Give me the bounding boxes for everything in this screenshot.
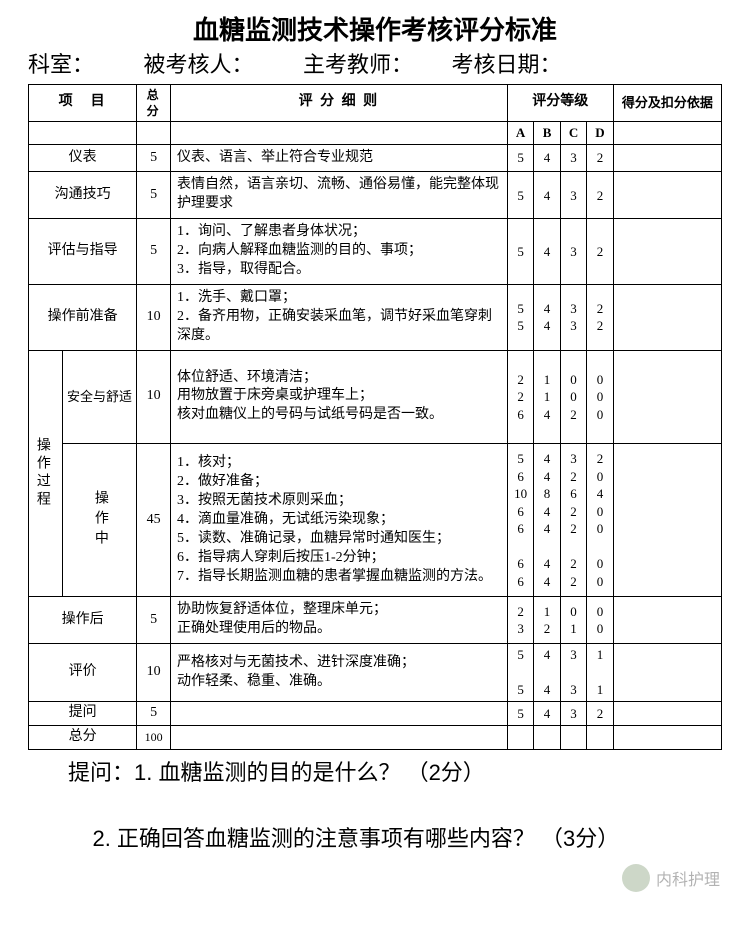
score-table: 项 目 总分 评 分 细 则 评分等级 得分及扣分依据 A B C D 仪表 5… (28, 84, 722, 750)
table-row: 操作后 5 协助恢复舒适体位，整理床单元； 正确处理使用后的物品。 2 3 1 … (29, 597, 722, 644)
hdr-d: D (587, 121, 613, 144)
watermark-icon (622, 864, 650, 892)
hdr-score: 得分及扣分依据 (613, 84, 721, 121)
item-cell: 沟通技巧 (29, 172, 137, 219)
total-cell: 5 (137, 144, 171, 172)
hdr-total: 总分 (137, 84, 171, 121)
table-row: 沟通技巧 5 表情自然，语言亲切、流畅、通俗易懂，能完整体现护理要求 5 4 3… (29, 172, 722, 219)
questions-block: 提问：1. 血糖监测的目的是什么？ （2分） 2. 正确回答血糖监测的注意事项有… (28, 756, 722, 855)
hdr-item: 项 目 (29, 84, 137, 121)
dept-label: 科室： (28, 52, 94, 77)
item-cell: 仪表 (29, 144, 137, 172)
examinee-label: 被考核人： (144, 52, 254, 77)
examiner-label: 主考教师： (303, 52, 413, 77)
table-row: 评价 10 严格核对与无菌技术、进针深度准确； 动作轻柔、稳重、准确。 5 5 … (29, 644, 722, 702)
hdr-b: B (534, 121, 560, 144)
hdr-a: A (507, 121, 533, 144)
score-cell (613, 144, 721, 172)
doc-title: 血糖监测技术操作考核评分标准 (28, 10, 722, 47)
table-row: 评估与指导 5 1．询问、了解患者身体状况； 2．向病人解释血糖监测的目的、事项… (29, 219, 722, 285)
table-row: 操作中 45 1．核对； 2．做好准备； 3．按照无菌技术原则采血； 4．滴血量… (29, 444, 722, 597)
detail-cell: 仪表、语言、举止符合专业规范 (170, 144, 507, 172)
watermark: 内科护理 (622, 864, 720, 892)
hdr-c: C (560, 121, 586, 144)
date-label: 考核日期： (452, 52, 562, 77)
meta-line: 科室： 被考核人： 主考教师： 考核日期： (28, 51, 722, 80)
header-row-2: A B C D (29, 121, 722, 144)
watermark-text: 内科护理 (656, 866, 720, 890)
group-cell: 操作过程 (29, 350, 63, 597)
table-row: 总分 100 (29, 725, 722, 749)
document-page: 血糖监测技术操作考核评分标准 科室： 被考核人： 主考教师： 考核日期： 项 目… (0, 0, 750, 875)
hdr-detail: 评 分 细 则 (170, 84, 507, 121)
table-row: 仪表 5 仪表、语言、举止符合专业规范 5 4 3 2 (29, 144, 722, 172)
question-2: 2. 正确回答血糖监测的注意事项有哪些内容？ （3分） (68, 822, 712, 855)
table-row: 操作前准备 10 1．洗手、戴口罩； 2．备齐用物，正确安装采血笔，调节好采血笔… (29, 284, 722, 350)
table-row: 操作过程 安全与舒适 10 体位舒适、环境清洁； 用物放置于床旁桌或护理车上； … (29, 350, 722, 444)
table-row: 提问 5 5 4 3 2 (29, 701, 722, 725)
header-row-1: 项 目 总分 评 分 细 则 评分等级 得分及扣分依据 (29, 84, 722, 121)
question-1: 提问：1. 血糖监测的目的是什么？ （2分） (68, 756, 712, 789)
hdr-grade: 评分等级 (507, 84, 613, 121)
